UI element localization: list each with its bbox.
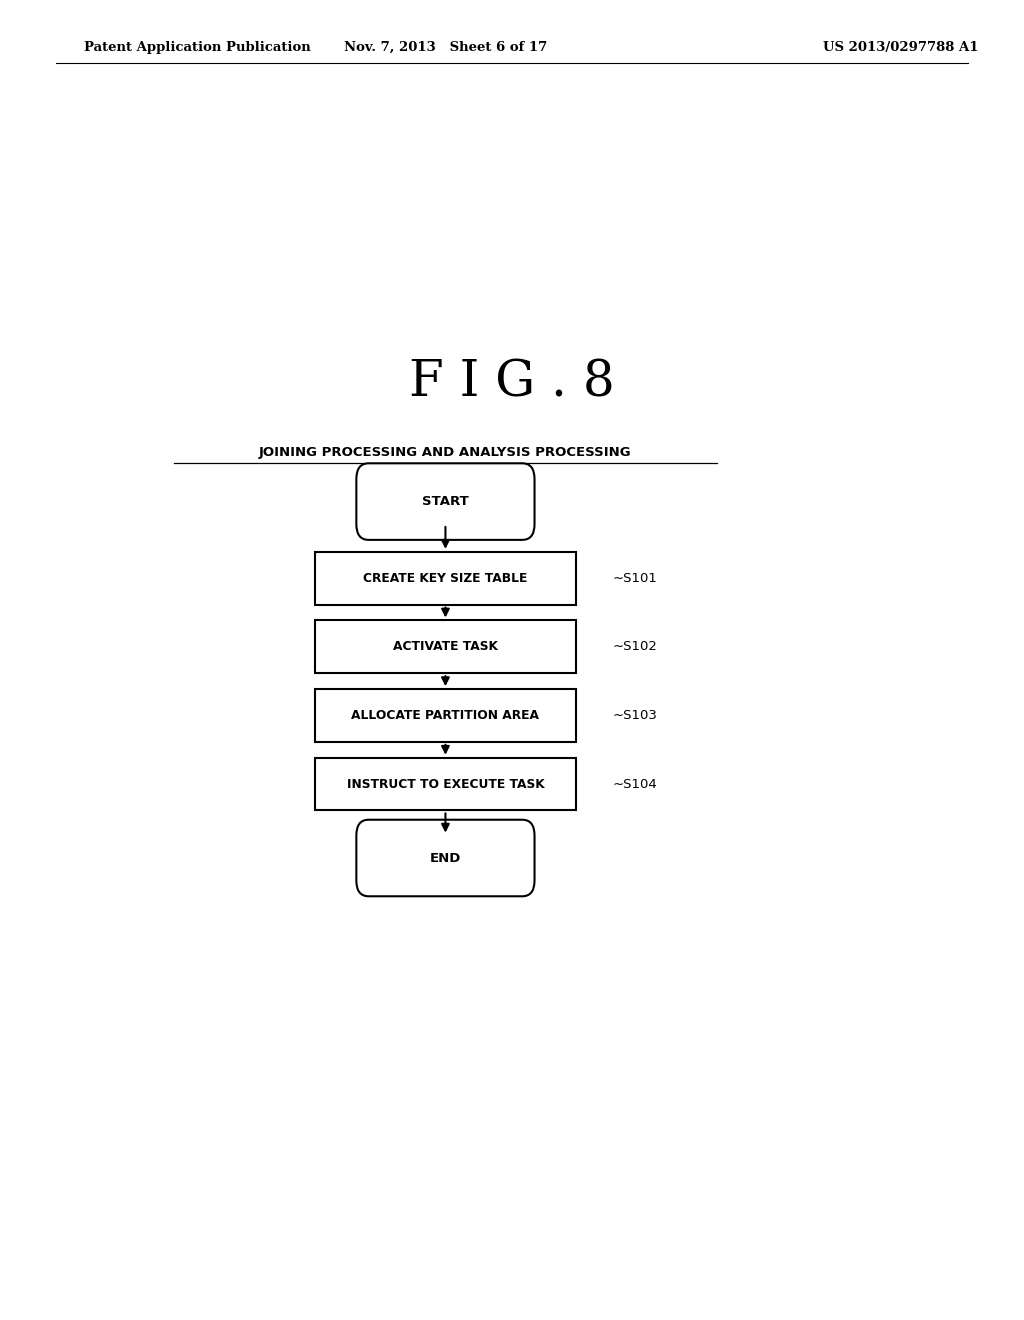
Text: Patent Application Publication: Patent Application Publication [84,41,310,54]
Text: START: START [422,495,469,508]
Text: F I G . 8: F I G . 8 [410,358,614,408]
Text: ∼S102: ∼S102 [612,640,657,653]
FancyBboxPatch shape [315,552,575,605]
Text: ∼S103: ∼S103 [612,709,657,722]
FancyBboxPatch shape [356,463,535,540]
Text: Nov. 7, 2013   Sheet 6 of 17: Nov. 7, 2013 Sheet 6 of 17 [344,41,547,54]
FancyBboxPatch shape [315,620,575,673]
Text: ALLOCATE PARTITION AREA: ALLOCATE PARTITION AREA [351,709,540,722]
FancyBboxPatch shape [315,758,575,810]
Text: ∼S101: ∼S101 [612,572,657,585]
Text: INSTRUCT TO EXECUTE TASK: INSTRUCT TO EXECUTE TASK [347,777,544,791]
Text: ACTIVATE TASK: ACTIVATE TASK [393,640,498,653]
Text: END: END [430,851,461,865]
Text: JOINING PROCESSING AND ANALYSIS PROCESSING: JOINING PROCESSING AND ANALYSIS PROCESSI… [259,446,632,459]
Text: ∼S104: ∼S104 [612,777,657,791]
FancyBboxPatch shape [356,820,535,896]
Text: US 2013/0297788 A1: US 2013/0297788 A1 [823,41,979,54]
FancyBboxPatch shape [315,689,575,742]
Text: CREATE KEY SIZE TABLE: CREATE KEY SIZE TABLE [364,572,527,585]
